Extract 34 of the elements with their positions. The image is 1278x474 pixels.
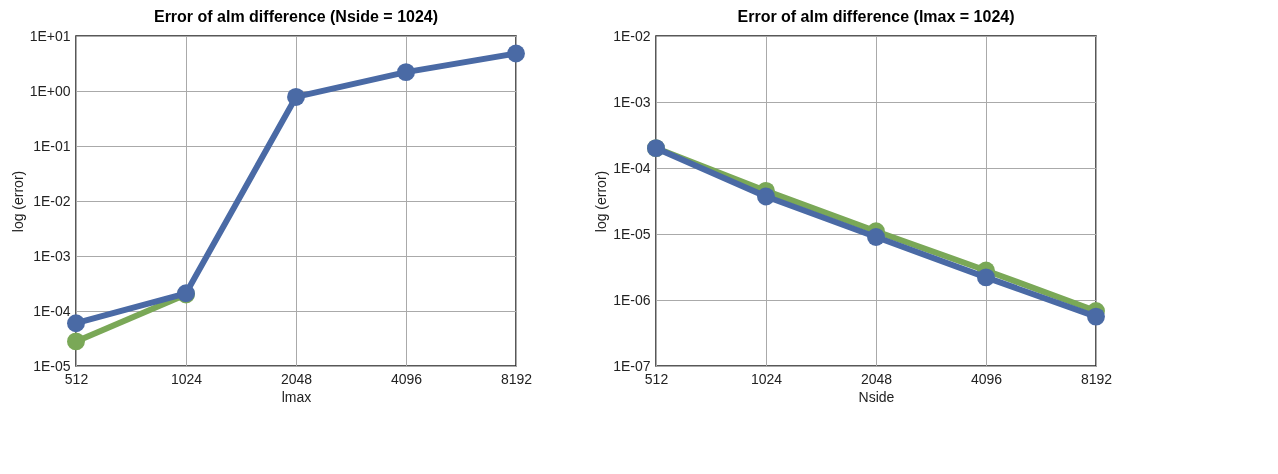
y-tick-label: 1E-02 bbox=[33, 192, 71, 209]
y-tick-label: 1E-06 bbox=[613, 291, 651, 308]
point bbox=[287, 88, 305, 106]
y-tick-label: 1E-02 bbox=[613, 27, 651, 44]
point bbox=[1087, 307, 1105, 326]
point bbox=[507, 44, 525, 63]
x-tick-label: 8192 bbox=[1080, 370, 1113, 387]
y-tick-label: 1E+01 bbox=[29, 27, 71, 44]
point bbox=[757, 187, 775, 206]
y-axis-title: log (error) bbox=[593, 170, 610, 233]
x-tick-label: 2048 bbox=[280, 370, 313, 387]
x-axis-title: Nside bbox=[858, 388, 895, 405]
y-tick-label: 1E-04 bbox=[33, 302, 71, 319]
point bbox=[977, 268, 995, 287]
x-tick-label: 4096 bbox=[970, 370, 1003, 387]
x-tick-label: 4096 bbox=[390, 370, 423, 387]
y-tick-label: 1E-03 bbox=[613, 93, 651, 110]
point bbox=[867, 228, 885, 246]
x-tick-label: 8192 bbox=[500, 370, 533, 387]
chart-title: Error of alm difference (Nside = 1024) bbox=[153, 8, 439, 25]
point bbox=[67, 332, 85, 351]
point bbox=[397, 63, 415, 82]
point bbox=[67, 314, 85, 333]
y-tick-label: 1E-05 bbox=[613, 225, 651, 242]
x-tick-label: 1024 bbox=[750, 370, 783, 387]
x-axis-title: lmax bbox=[281, 388, 312, 405]
x-tick-label: 1024 bbox=[170, 370, 203, 387]
y-tick-label: 1E+00 bbox=[29, 82, 71, 99]
y-tick-label: 1E-01 bbox=[33, 137, 71, 154]
y-axis-title: log (error) bbox=[9, 170, 26, 233]
y-tick-label: 1E-04 bbox=[613, 159, 651, 176]
y-tick-label: 1E-03 bbox=[33, 247, 71, 264]
chart-title: Error of alm difference (lmax = 1024) bbox=[737, 8, 1015, 25]
x-tick-label: 2048 bbox=[860, 370, 893, 387]
